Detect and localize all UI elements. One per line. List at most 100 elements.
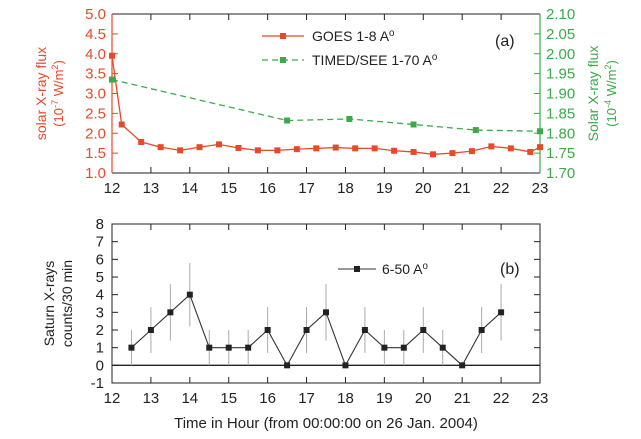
panel-label-a: (a) xyxy=(495,33,515,50)
data-point-goes xyxy=(332,144,339,151)
unit-part: ) xyxy=(604,60,619,64)
data-point-saturn xyxy=(361,327,368,333)
data-point-goes xyxy=(537,144,543,151)
legend-superscript: o xyxy=(389,28,395,39)
data-point-saturn xyxy=(498,309,505,316)
x-tick-label-b: 18 xyxy=(337,390,354,407)
y-tick-label-left-a: 1.5 xyxy=(85,145,106,162)
y-tick-label-right-a: 2.05 xyxy=(546,26,575,43)
x-tick-label-a: 14 xyxy=(181,180,198,197)
data-point-saturn xyxy=(147,327,154,333)
data-point-goes xyxy=(449,150,456,157)
data-point-goes xyxy=(410,148,417,155)
x-tick-label-a: 20 xyxy=(415,180,432,197)
data-point-goes xyxy=(216,141,222,148)
data-point-goes xyxy=(352,145,359,152)
x-tick-label-a: 15 xyxy=(220,180,237,197)
legend-marker-b xyxy=(354,266,360,272)
y-tick-label-b: 5 xyxy=(96,269,104,286)
y-tick-label-left-a: 3.5 xyxy=(85,66,106,83)
y-axis-title-b: Saturn X-rays xyxy=(41,261,57,347)
data-point-goes xyxy=(274,147,281,154)
x-tick-label-b: 19 xyxy=(376,390,393,407)
y-tick-label-b: 6 xyxy=(96,251,104,268)
y-tick-label-right-a: 1.75 xyxy=(546,145,575,162)
y-tick-label-left-a: 3.0 xyxy=(85,86,106,103)
x-tick-label-a: 19 xyxy=(376,180,393,197)
x-tick-label-a: 16 xyxy=(259,180,276,197)
data-point-saturn xyxy=(439,344,446,351)
y-tick-label-right-a: 1.85 xyxy=(546,105,575,122)
data-point-saturn xyxy=(459,362,466,369)
legend-name: GOES 1-8 A xyxy=(312,28,390,44)
data-point-goes xyxy=(293,146,300,153)
y-tick-label-left-a: 2.5 xyxy=(85,105,106,122)
x-tick-label-b: 22 xyxy=(493,390,510,407)
panel-label-b: (b) xyxy=(500,261,520,278)
x-tick-label-a: 13 xyxy=(143,180,160,197)
data-point-saturn xyxy=(225,344,232,351)
legend-label-b: 6-50 Ao xyxy=(382,261,428,278)
data-point-saturn xyxy=(303,327,310,333)
y-tick-label-right-a: 1.80 xyxy=(546,125,575,142)
legend-b: 6-50 Ao xyxy=(338,261,428,278)
data-point-goes xyxy=(196,144,203,151)
data-point-timed-see xyxy=(346,115,353,122)
y-axis-unit-left-a: (10-7 W/m2) xyxy=(50,60,66,127)
data-point-goes xyxy=(527,148,534,155)
data-point-saturn xyxy=(420,327,427,333)
panel-b-saturn-xrays: 12 13 14 15 16 17 18 19 20 21 22 23-1012345678Satur… xyxy=(41,216,548,432)
data-point-timed-see xyxy=(284,117,291,124)
data-point-saturn xyxy=(478,327,485,333)
y-tick-label-b: 7 xyxy=(96,234,104,251)
legend-name: 6-50 A xyxy=(382,261,423,277)
series-line-saturn xyxy=(131,293,502,367)
data-point-goes xyxy=(157,144,164,151)
data-point-saturn xyxy=(128,344,135,351)
x-tick-label-a: 22 xyxy=(493,180,510,197)
data-point-goes xyxy=(371,145,378,152)
data-point-saturn xyxy=(323,309,329,316)
y-tick-label-right-a: 2.00 xyxy=(546,46,575,63)
y-axis-title-right-a: Solar X-ray flux xyxy=(585,46,601,142)
data-point-goes xyxy=(488,143,495,150)
x-tick-label-b: 17 xyxy=(298,390,315,407)
data-point-goes xyxy=(235,144,242,151)
data-point-saturn xyxy=(381,344,388,351)
y-tick-label-b: 2 xyxy=(96,322,104,339)
x-tick-label-b: 12 xyxy=(104,390,121,407)
x-tick-label-b: 14 xyxy=(181,390,198,407)
y-tick-label-b: 4 xyxy=(96,287,104,304)
x-tick-label-a: 12 xyxy=(104,180,121,197)
y-tick-label-b: 1 xyxy=(96,340,104,357)
x-tick-label-a: 23 xyxy=(532,180,549,197)
y-tick-label-b: -1 xyxy=(91,375,104,392)
y-axis-unit-b: counts/30 min xyxy=(59,260,75,347)
x-axis-title-b: Time in Hour (from 00:00:00 on 26 Jan. 2… xyxy=(174,415,478,432)
data-point-saturn xyxy=(167,309,174,316)
y-tick-label-right-a: 1.70 xyxy=(546,165,575,182)
data-point-goes xyxy=(177,147,184,154)
x-tick-label-a: 18 xyxy=(337,180,354,197)
data-point-goes xyxy=(468,148,475,155)
panel-a-goes-timed-flux: 12 13 14 15 16 17 18 19 20 21 22 231.01.52.02.53.03… xyxy=(33,6,619,197)
x-tick-label-a: 21 xyxy=(454,180,471,197)
y-tick-label-left-a: 4.5 xyxy=(85,26,106,43)
x-tick-label-b: 21 xyxy=(454,390,471,407)
unit-part: (10 xyxy=(51,108,66,127)
unit-part: (10 xyxy=(604,108,619,127)
legend-marker-a xyxy=(280,57,286,63)
data-point-timed-see xyxy=(537,128,543,135)
x-tick-label-b: 13 xyxy=(143,390,160,407)
unit-exponent: 2 xyxy=(603,65,613,70)
data-point-saturn xyxy=(206,344,213,351)
unit-part: ) xyxy=(51,60,66,64)
y-tick-label-b: 3 xyxy=(96,304,104,321)
legend-label-a: GOES 1-8 Ao xyxy=(312,28,395,45)
data-point-goes xyxy=(138,138,145,145)
y-tick-label-left-a: 5.0 xyxy=(85,6,106,23)
data-point-saturn xyxy=(186,291,193,298)
y-tick-label-left-a: 1.0 xyxy=(85,165,106,182)
